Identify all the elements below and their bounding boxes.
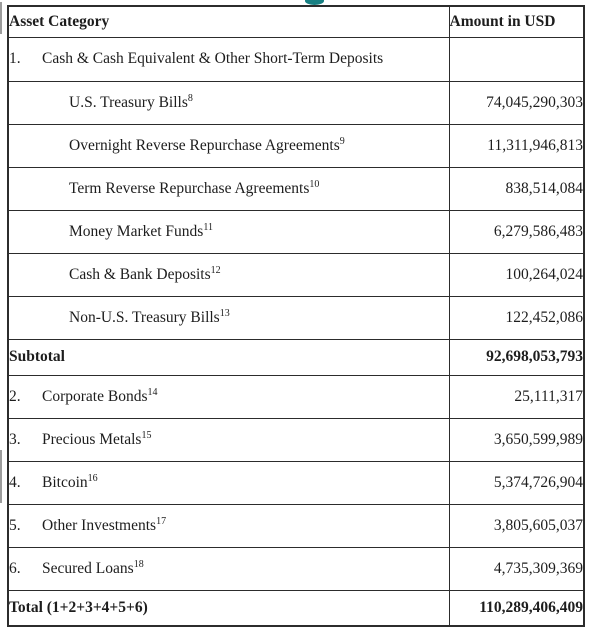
row-amount: 3,805,605,037 xyxy=(448,503,585,548)
row-label: Secured Loans xyxy=(42,559,134,577)
footnote-ref: 12 xyxy=(210,264,221,276)
footnote-ref: 17 xyxy=(156,515,167,527)
row-amount: 838,514,084 xyxy=(448,166,585,211)
row-amount: 25,111,317 xyxy=(448,374,585,419)
table-row: U.S. Treasury Bills8 74,045,290,303 xyxy=(7,80,585,125)
footnote-ref: 8 xyxy=(187,92,193,104)
table-row: 6. Secured Loans18 4,735,309,369 xyxy=(7,546,585,591)
row-label: Bitcoin xyxy=(42,473,88,491)
cropped-heading-descender xyxy=(305,0,324,5)
row-label: Term Reverse Repurchase Agreements xyxy=(69,179,310,197)
row-label: Money Market Funds xyxy=(69,222,204,240)
row-label: Non-U.S. Treasury Bills xyxy=(69,308,220,326)
asset-reserves-table: Asset Category Amount in USD 1. Cash & Ca… xyxy=(7,5,585,627)
footnote-ref: 18 xyxy=(133,558,144,570)
table-row: Money Market Funds11 6,279,586,483 xyxy=(7,209,585,254)
row-label: Other Investments xyxy=(42,516,157,534)
footnote-ref: 11 xyxy=(203,221,213,233)
subtotal-label: Subtotal xyxy=(7,338,450,376)
row-number: 6. xyxy=(9,559,21,577)
row-number: 2. xyxy=(9,387,21,405)
row-number: 1. xyxy=(9,50,21,67)
row-label: Corporate Bonds xyxy=(42,387,148,405)
table-header-row: Asset Category Amount in USD xyxy=(7,5,585,38)
table-row: Term Reverse Repurchase Agreements10 838… xyxy=(7,166,585,211)
scan-artifact xyxy=(0,2,2,34)
footnote-ref: 9 xyxy=(339,135,345,147)
row-amount xyxy=(448,36,585,82)
scan-artifact xyxy=(0,450,2,503)
row-number: 4. xyxy=(9,473,21,491)
row-amount: 5,374,726,904 xyxy=(448,460,585,505)
table-row: 2. Corporate Bonds14 25,111,317 xyxy=(7,374,585,419)
row-amount: 4,735,309,369 xyxy=(448,546,585,591)
row-number: 5. xyxy=(9,516,21,534)
table-row: 3. Precious Metals15 3,650,599,989 xyxy=(7,417,585,462)
row-number: 3. xyxy=(9,430,21,448)
row-amount: 11,311,946,813 xyxy=(448,123,585,168)
column-header-asset-category: Asset Category xyxy=(7,5,450,38)
row-amount: 6,279,586,483 xyxy=(448,209,585,254)
row-label: U.S. Treasury Bills xyxy=(69,93,188,111)
row-label: Cash & Bank Deposits xyxy=(69,265,211,283)
footnote-ref: 10 xyxy=(309,178,320,190)
footnote-ref: 13 xyxy=(219,307,230,319)
row-label: Cash & Cash Equivalent & Other Short-Ter… xyxy=(42,50,384,67)
row-amount: 74,045,290,303 xyxy=(448,80,585,125)
table-row: 5. Other Investments17 3,805,605,037 xyxy=(7,503,585,548)
subtotal-row: Subtotal 92,698,053,793 xyxy=(7,338,585,376)
table-row: Non-U.S. Treasury Bills13 122,452,086 xyxy=(7,295,585,340)
total-row: Total (1+2+3+4+5+6) 110,289,406,409 xyxy=(7,589,585,627)
total-label: Total (1+2+3+4+5+6) xyxy=(7,589,450,627)
table-row: 1. Cash & Cash Equivalent & Other Short-T… xyxy=(7,36,585,82)
row-label: Overnight Reverse Repurchase Agreements xyxy=(69,136,340,154)
footnote-ref: 16 xyxy=(87,472,98,484)
table-row: Overnight Reverse Repurchase Agreements9… xyxy=(7,123,585,168)
total-amount: 110,289,406,409 xyxy=(448,589,585,627)
table-row: Cash & Bank Deposits12 100,264,024 xyxy=(7,252,585,297)
table-row: 4. Bitcoin16 5,374,726,904 xyxy=(7,460,585,505)
row-amount: 100,264,024 xyxy=(448,252,585,297)
footnote-ref: 15 xyxy=(141,429,152,441)
column-header-amount-usd: Amount in USD xyxy=(448,5,585,38)
row-amount: 122,452,086 xyxy=(448,295,585,340)
row-amount: 3,650,599,989 xyxy=(448,417,585,462)
subtotal-amount: 92,698,053,793 xyxy=(448,338,585,376)
row-label: Precious Metals xyxy=(42,430,142,448)
footnote-ref: 14 xyxy=(147,386,158,398)
